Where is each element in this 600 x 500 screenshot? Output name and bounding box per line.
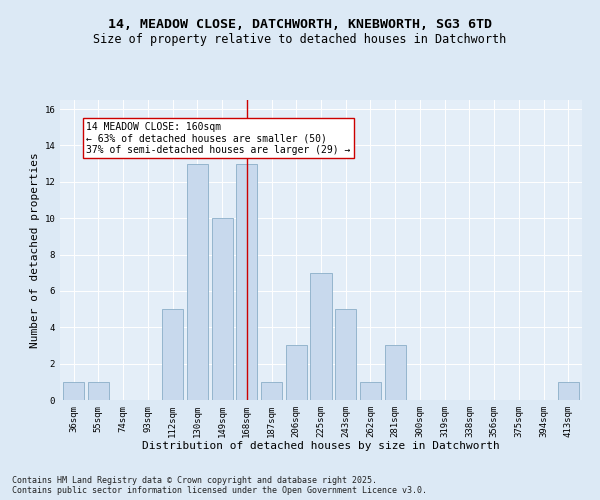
- Bar: [335, 309, 356, 400]
- Y-axis label: Number of detached properties: Number of detached properties: [30, 152, 40, 348]
- Bar: [360, 382, 381, 400]
- Text: 14 MEADOW CLOSE: 160sqm
← 63% of detached houses are smaller (50)
37% of semi-de: 14 MEADOW CLOSE: 160sqm ← 63% of detache…: [86, 122, 350, 155]
- Text: Contains HM Land Registry data © Crown copyright and database right 2025.
Contai: Contains HM Land Registry data © Crown c…: [12, 476, 427, 495]
- Bar: [236, 164, 257, 400]
- Bar: [261, 382, 282, 400]
- Bar: [187, 164, 208, 400]
- Bar: [310, 272, 332, 400]
- Text: Size of property relative to detached houses in Datchworth: Size of property relative to detached ho…: [94, 32, 506, 46]
- Bar: [162, 309, 183, 400]
- Bar: [88, 382, 109, 400]
- Bar: [63, 382, 84, 400]
- X-axis label: Distribution of detached houses by size in Datchworth: Distribution of detached houses by size …: [142, 442, 500, 452]
- Bar: [385, 346, 406, 400]
- Bar: [212, 218, 233, 400]
- Bar: [558, 382, 579, 400]
- Bar: [286, 346, 307, 400]
- Text: 14, MEADOW CLOSE, DATCHWORTH, KNEBWORTH, SG3 6TD: 14, MEADOW CLOSE, DATCHWORTH, KNEBWORTH,…: [108, 18, 492, 30]
